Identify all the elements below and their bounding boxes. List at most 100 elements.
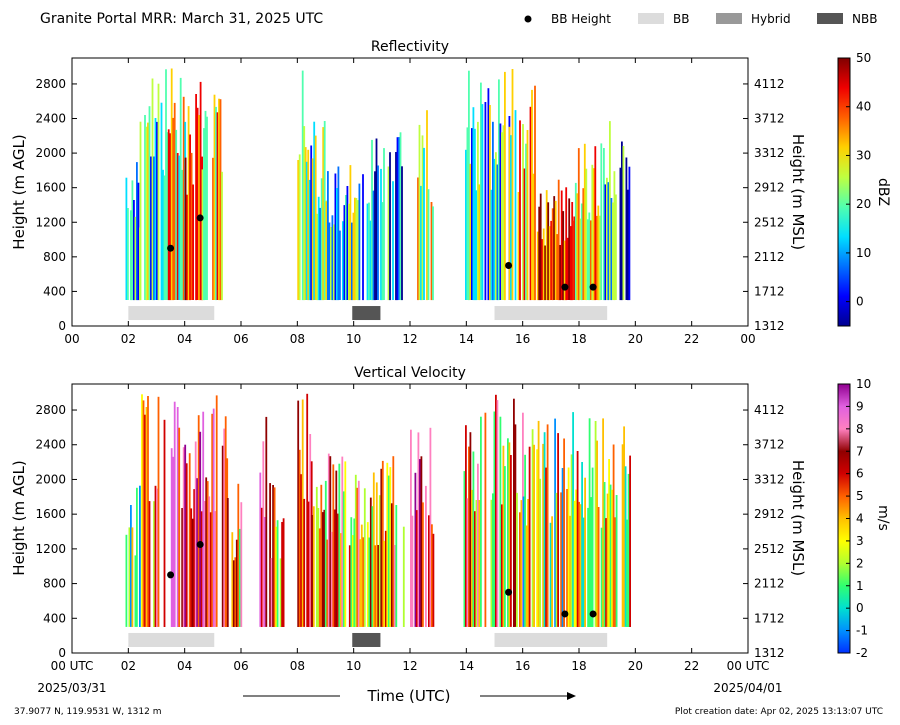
bright-band-marker bbox=[196, 214, 204, 222]
data-streak bbox=[175, 129, 178, 300]
colorbar-tick-label: 0 bbox=[856, 295, 864, 309]
data-streak bbox=[490, 499, 493, 627]
data-streak bbox=[192, 184, 194, 300]
data-streak bbox=[317, 508, 320, 627]
data-streak bbox=[425, 485, 427, 627]
data-streak bbox=[136, 162, 138, 301]
data-streak bbox=[416, 510, 418, 627]
data-streak bbox=[307, 501, 310, 627]
data-streak bbox=[128, 527, 131, 627]
data-streak bbox=[139, 485, 141, 627]
data-streak bbox=[414, 472, 417, 627]
data-streak bbox=[429, 427, 432, 627]
data-streak bbox=[306, 393, 309, 627]
data-streak bbox=[352, 212, 355, 301]
colorbar-tick-label: -1 bbox=[856, 624, 868, 638]
data-streak bbox=[169, 133, 172, 301]
data-streak bbox=[531, 89, 533, 301]
data-streak bbox=[184, 444, 187, 627]
y-tick-label-right: 1312 bbox=[754, 646, 785, 660]
colorbar-tick-label: 30 bbox=[856, 148, 871, 162]
colorbar-tick-label: 10 bbox=[856, 377, 871, 391]
data-streak bbox=[465, 425, 467, 627]
data-streak bbox=[492, 493, 494, 627]
data-streak bbox=[563, 438, 565, 627]
y-tick-label-right: 2112 bbox=[754, 250, 785, 264]
data-streak bbox=[427, 189, 430, 300]
data-streak bbox=[553, 196, 556, 300]
data-streak bbox=[516, 492, 518, 627]
legend-swatch bbox=[716, 13, 742, 24]
data-streak bbox=[574, 182, 577, 301]
data-streak bbox=[478, 184, 481, 301]
x-tick-label: 02 bbox=[121, 332, 136, 346]
data-streak bbox=[270, 558, 273, 627]
data-streak bbox=[548, 226, 551, 301]
data-streak bbox=[387, 166, 390, 301]
data-streak bbox=[510, 135, 512, 301]
data-streak bbox=[127, 208, 129, 300]
data-streak bbox=[395, 152, 397, 301]
data-streak bbox=[130, 505, 132, 627]
data-streak bbox=[330, 227, 332, 300]
data-streak bbox=[309, 434, 312, 627]
data-streak bbox=[369, 497, 372, 627]
data-streak bbox=[189, 134, 191, 301]
data-streak bbox=[176, 407, 179, 627]
data-streak bbox=[472, 107, 475, 301]
data-streak bbox=[166, 132, 169, 300]
data-streak bbox=[615, 194, 617, 300]
bright-band-heights bbox=[167, 541, 597, 618]
data-streak bbox=[324, 480, 327, 627]
data-streak bbox=[628, 166, 631, 301]
data-streak bbox=[144, 115, 146, 300]
data-streak bbox=[428, 515, 430, 627]
data-streak bbox=[539, 478, 541, 627]
data-streak bbox=[212, 408, 215, 627]
data-streak bbox=[275, 526, 277, 627]
data-streak bbox=[522, 124, 524, 301]
legend-label: NBB bbox=[852, 12, 877, 26]
data-streak bbox=[139, 121, 142, 301]
data-streak bbox=[193, 489, 196, 627]
data-streak bbox=[557, 433, 559, 627]
data-streak bbox=[356, 487, 359, 627]
data-streak bbox=[605, 518, 607, 627]
y-tick-label: 400 bbox=[43, 611, 66, 625]
data-streak bbox=[359, 539, 362, 627]
data-streak bbox=[178, 155, 181, 300]
start-date-label: 2025/03/31 bbox=[37, 681, 106, 695]
precip-type-bar bbox=[128, 632, 215, 647]
data-streak bbox=[525, 525, 528, 627]
data-streak bbox=[198, 115, 200, 301]
location-label: 37.9077 N, 119.9531 W, 1312 m bbox=[14, 707, 162, 717]
data-streak bbox=[531, 429, 534, 627]
data-streak bbox=[259, 472, 262, 627]
data-streak bbox=[547, 202, 550, 301]
data-streak bbox=[612, 202, 614, 300]
data-streak bbox=[153, 156, 155, 301]
colorbar-scale bbox=[837, 57, 851, 327]
data-streak bbox=[386, 462, 389, 627]
vertical-velocity-data bbox=[125, 393, 631, 627]
data-streak bbox=[508, 126, 511, 300]
data-streak bbox=[348, 545, 351, 627]
data-streak bbox=[580, 203, 583, 301]
data-streak bbox=[196, 107, 199, 300]
data-streak bbox=[371, 506, 374, 627]
data-streak bbox=[624, 466, 627, 627]
y-tick-label: 2400 bbox=[35, 112, 66, 126]
data-streak bbox=[307, 149, 310, 301]
legend-label: BB Height bbox=[551, 12, 611, 26]
data-streak bbox=[154, 485, 157, 627]
data-streak bbox=[426, 110, 428, 301]
data-streak bbox=[150, 156, 152, 300]
data-streak bbox=[623, 426, 625, 627]
data-streak bbox=[567, 467, 570, 627]
data-streak bbox=[297, 160, 300, 300]
data-streak bbox=[527, 499, 529, 627]
x-tick-label: 10 bbox=[346, 332, 361, 346]
data-streak bbox=[172, 117, 175, 301]
y-tick-label: 800 bbox=[43, 250, 66, 264]
data-streak bbox=[145, 407, 148, 627]
